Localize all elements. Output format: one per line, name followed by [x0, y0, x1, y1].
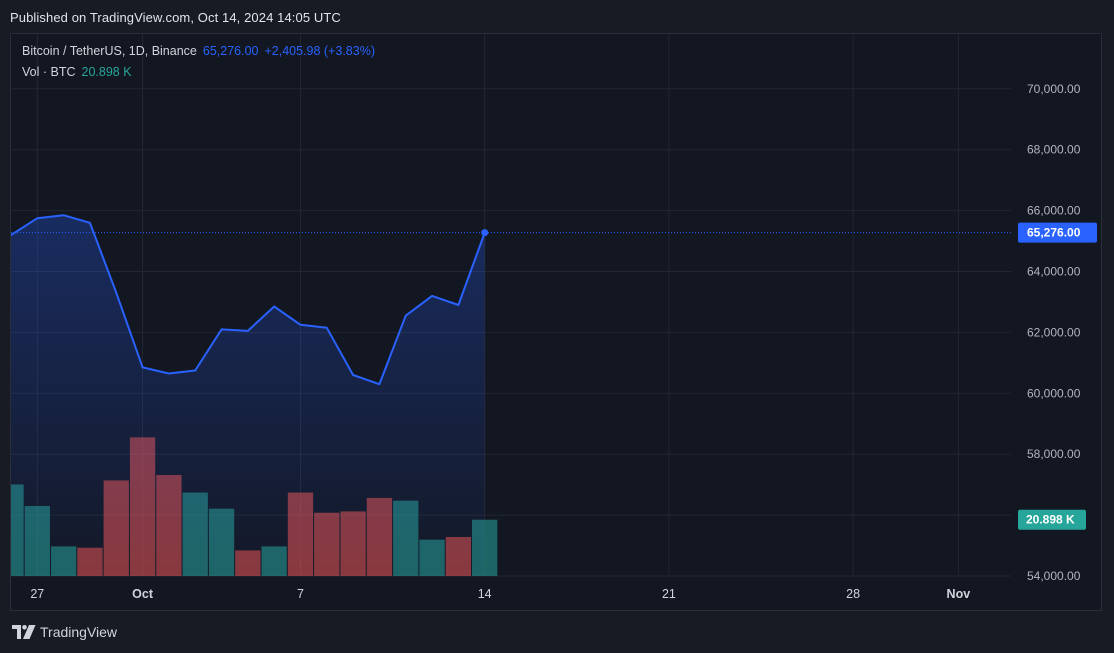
volume-value: 20.898 K [81, 65, 132, 79]
time-tick-label: 7 [297, 587, 304, 601]
last-price-badge-text: 65,276.00 [1027, 226, 1081, 240]
published-caption: Published on TradingView.com, Oct 14, 20… [10, 10, 341, 25]
time-tick-label: 27 [30, 587, 44, 601]
price-tick-label: 62,000.00 [1027, 325, 1081, 339]
last-volume-badge-text: 20.898 K [1026, 513, 1075, 527]
price-line [11, 214, 486, 386]
tradingview-footer[interactable]: TradingView [12, 624, 117, 640]
legend-price: 65,276.00 [202, 44, 259, 58]
price-area [11, 215, 485, 576]
price-tick-label: 70,000.00 [1027, 82, 1081, 96]
price-axis[interactable]: 54,000.0056,000.0058,000.0060,000.0062,0… [1027, 82, 1081, 583]
symbol-name: Bitcoin / TetherUS, 1D, Binance [22, 44, 197, 58]
price-area-fill [11, 215, 485, 576]
volume-label: Vol · BTC [22, 65, 76, 79]
price-tick-label: 60,000.00 [1027, 386, 1081, 400]
tradingview-logo-icon [12, 625, 36, 639]
grid [11, 34, 1011, 577]
time-tick-label: Oct [132, 587, 154, 601]
time-axis[interactable]: 27 Oct 7 14 21 28 Nov [30, 587, 970, 601]
price-tick-label: 64,000.00 [1027, 265, 1081, 279]
last-price-point [481, 229, 489, 237]
last-volume-badge: 20.898 K [1018, 509, 1086, 530]
price-tick-label: 66,000.00 [1027, 204, 1081, 218]
legend-change: +2,405.98 (+3.83%) [264, 44, 375, 58]
time-tick-label: 21 [662, 587, 676, 601]
time-tick-label: 14 [478, 587, 492, 601]
last-price-badge: 65,276.00 [1018, 222, 1097, 243]
price-line-group [11, 214, 1011, 386]
symbol-legend[interactable]: Bitcoin / TetherUS, 1D, Binance 65,276.00… [22, 44, 375, 58]
tradingview-brand: TradingView [40, 624, 118, 640]
volume-legend[interactable]: Vol · BTC 20.898 K [22, 65, 132, 79]
axis-badges: 65,276.00 20.898 K [1018, 222, 1097, 530]
time-tick-label: Nov [947, 587, 971, 601]
last-price-badge-bg [1018, 222, 1097, 243]
price-tick-label: 54,000.00 [1027, 569, 1081, 583]
time-tick-label: 28 [846, 587, 860, 601]
last-volume-badge-bg [1018, 509, 1086, 530]
price-tick-label: 68,000.00 [1027, 143, 1081, 157]
price-tick-label: 58,000.00 [1027, 447, 1081, 461]
